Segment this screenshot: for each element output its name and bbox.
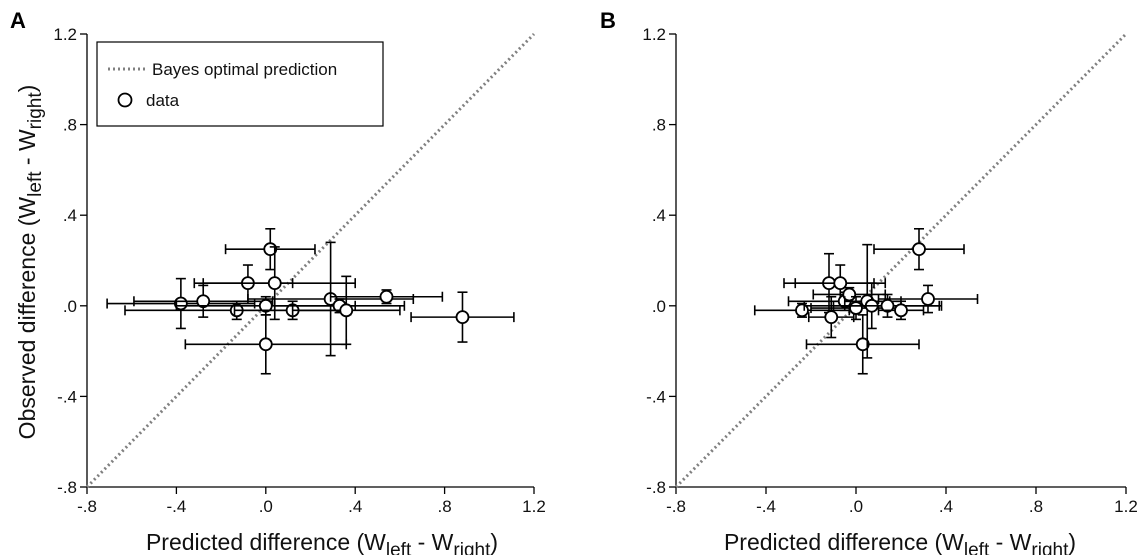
data-marker xyxy=(849,301,863,315)
y-tick-label: -.4 xyxy=(57,387,77,406)
data-points-a xyxy=(106,227,515,375)
data-point xyxy=(805,314,920,375)
data-point xyxy=(291,275,401,346)
data-point xyxy=(807,295,855,339)
data-point xyxy=(410,291,515,343)
panel-label-a: A xyxy=(10,8,26,33)
data-point xyxy=(329,289,444,305)
axes-a: -.8 -.4 .0 .4 .8 1.2 -.8 -.4 .0 .4 .8 1.2 xyxy=(53,25,545,516)
data-marker xyxy=(196,294,211,309)
x-tick-label: .8 xyxy=(1029,497,1043,516)
data-points-b xyxy=(753,227,979,375)
data-point xyxy=(812,286,887,303)
bayes-optimal-line-b xyxy=(674,32,1128,489)
x-tick-label: -.8 xyxy=(666,497,686,516)
x-tick-label: .0 xyxy=(849,497,863,516)
data-point xyxy=(873,227,965,271)
legend: Bayes optimal prediction data xyxy=(96,41,384,127)
x-tick-label: .4 xyxy=(939,497,953,516)
x-tick-label: .0 xyxy=(259,497,273,516)
x-tick-label: -.4 xyxy=(756,497,776,516)
legend-box xyxy=(96,41,384,127)
y-tick-label: .0 xyxy=(652,297,666,316)
panel-b: B -.8 -.4 .0 .4 .8 1.2 -.8 -.4 .0 .4 .8 1.2 Predict… xyxy=(600,8,1138,555)
data-marker xyxy=(267,276,282,291)
x-tick-label: 1.2 xyxy=(1114,497,1138,516)
y-axis-title-a: Observed difference (Wleft - Wright) xyxy=(14,85,46,440)
x-axis-title-a: Predicted difference (Wleft - Wright) xyxy=(146,529,498,555)
bayes-optimal-line xyxy=(85,32,536,489)
bayes-optimal-line-a xyxy=(85,32,536,489)
data-point xyxy=(106,277,256,330)
y-tick-label: .4 xyxy=(652,206,666,225)
axes-b: -.8 -.4 .0 .4 .8 1.2 -.8 -.4 .0 .4 .8 1.2 xyxy=(642,25,1137,516)
data-marker xyxy=(824,310,839,325)
panel-label-b: B xyxy=(600,8,616,33)
bayes-optimal-line xyxy=(674,32,1128,489)
data-marker xyxy=(379,289,394,304)
data-point xyxy=(877,284,979,314)
y-tick-label: .4 xyxy=(63,206,77,225)
data-marker xyxy=(455,310,470,325)
x-axis-title-b: Predicted difference (Wleft - Wright) xyxy=(724,529,1076,555)
data-point xyxy=(184,314,348,375)
y-tick-label: 1.2 xyxy=(642,25,666,44)
legend-open-circle-icon xyxy=(117,92,133,108)
legend-label-data: data xyxy=(146,91,180,110)
x-tick-label: -.4 xyxy=(166,497,186,516)
x-tick-label: -.8 xyxy=(77,497,97,516)
y-tick-label: 1.2 xyxy=(53,25,77,44)
data-marker xyxy=(258,337,273,352)
x-tick-label: .8 xyxy=(438,497,452,516)
x-tick-label: 1.2 xyxy=(522,497,546,516)
x-tick-label: .4 xyxy=(348,497,362,516)
data-marker xyxy=(339,303,354,318)
data-marker xyxy=(921,292,935,306)
y-tick-label: -.8 xyxy=(57,478,77,497)
data-marker xyxy=(855,337,870,352)
y-tick-label: -.8 xyxy=(646,478,666,497)
legend-label-bayes: Bayes optimal prediction xyxy=(152,60,337,79)
y-tick-label: .0 xyxy=(63,297,77,316)
data-marker xyxy=(912,242,926,257)
data-marker xyxy=(894,303,908,318)
data-point xyxy=(877,300,925,321)
y-tick-label: .8 xyxy=(652,116,666,135)
data-point xyxy=(224,227,316,271)
data-marker xyxy=(833,276,848,291)
panel-a: A -.8 -.4 .0 .4 .8 1.2 -.8 -.4 .0 .4 .8 1.2 Predict… xyxy=(10,8,546,555)
y-tick-label: .8 xyxy=(63,116,77,135)
y-tick-label: -.4 xyxy=(646,387,666,406)
